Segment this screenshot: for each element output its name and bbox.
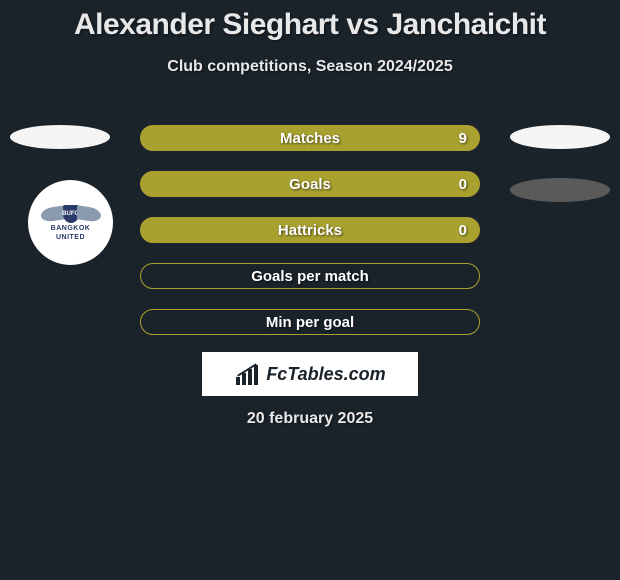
stat-right-value: 0: [459, 222, 467, 239]
stat-row-hattricks: Hattricks 0: [140, 217, 480, 243]
page-title: Alexander Sieghart vs Janchaichit: [0, 0, 620, 42]
date-label: 20 february 2025: [0, 410, 620, 428]
stat-right-value: 0: [459, 176, 467, 193]
player2-photo-placeholder: [510, 125, 610, 149]
fctables-logo-icon: [234, 363, 260, 385]
stat-right-value: 9: [459, 130, 467, 147]
stat-label: Goals per match: [251, 268, 369, 285]
stat-row-goals-per-match: Goals per match: [140, 263, 480, 289]
stat-label: Goals: [289, 176, 331, 193]
stat-label: Hattricks: [278, 222, 342, 239]
club-badge-wings-icon: BUFC: [41, 205, 101, 223]
stat-row-matches: Matches 9: [140, 125, 480, 151]
club-badge-shield-icon: BUFC: [63, 205, 79, 223]
player1-club-badge: BUFC BANGKOK UNITED: [28, 180, 113, 265]
stats-table: Matches 9 Goals 0 Hattricks 0 Goals per …: [140, 125, 480, 355]
player2-club-badge-placeholder: [510, 178, 610, 202]
club-badge-name-line1: BANGKOK: [51, 225, 91, 232]
stat-row-min-per-goal: Min per goal: [140, 309, 480, 335]
stat-label: Matches: [280, 130, 340, 147]
stat-label: Min per goal: [266, 314, 354, 331]
stat-row-goals: Goals 0: [140, 171, 480, 197]
brand-text: FcTables.com: [266, 364, 385, 385]
page-subtitle: Club competitions, Season 2024/2025: [0, 58, 620, 76]
player1-photo-placeholder: [10, 125, 110, 149]
club-badge-name-line2: UNITED: [56, 234, 85, 241]
brand-attribution[interactable]: FcTables.com: [202, 352, 418, 396]
